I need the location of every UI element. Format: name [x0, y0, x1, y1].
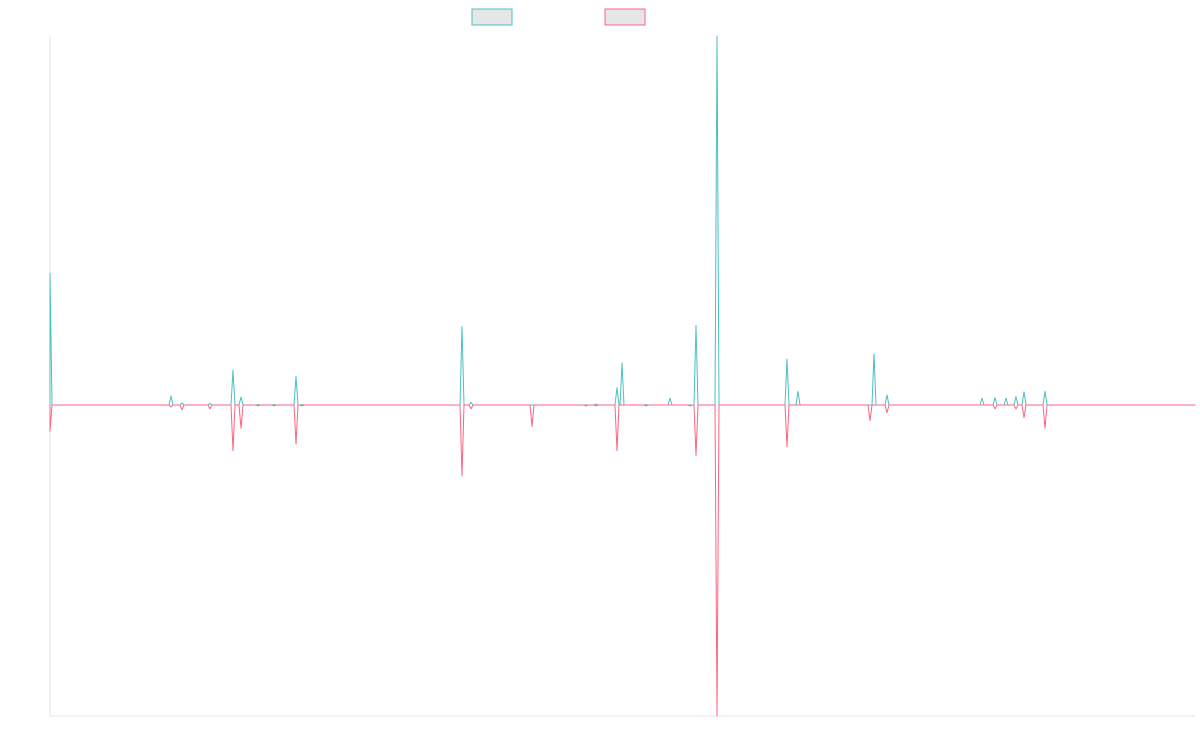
plot-area [49, 35, 1196, 717]
series-line-2 [49, 404, 1196, 717]
series-line-1 [49, 35, 1196, 406]
legend-swatch-series-2[interactable] [604, 8, 646, 26]
legend [471, 8, 646, 26]
series-layer [49, 35, 1196, 717]
legend-swatch-series-1[interactable] [471, 8, 513, 26]
